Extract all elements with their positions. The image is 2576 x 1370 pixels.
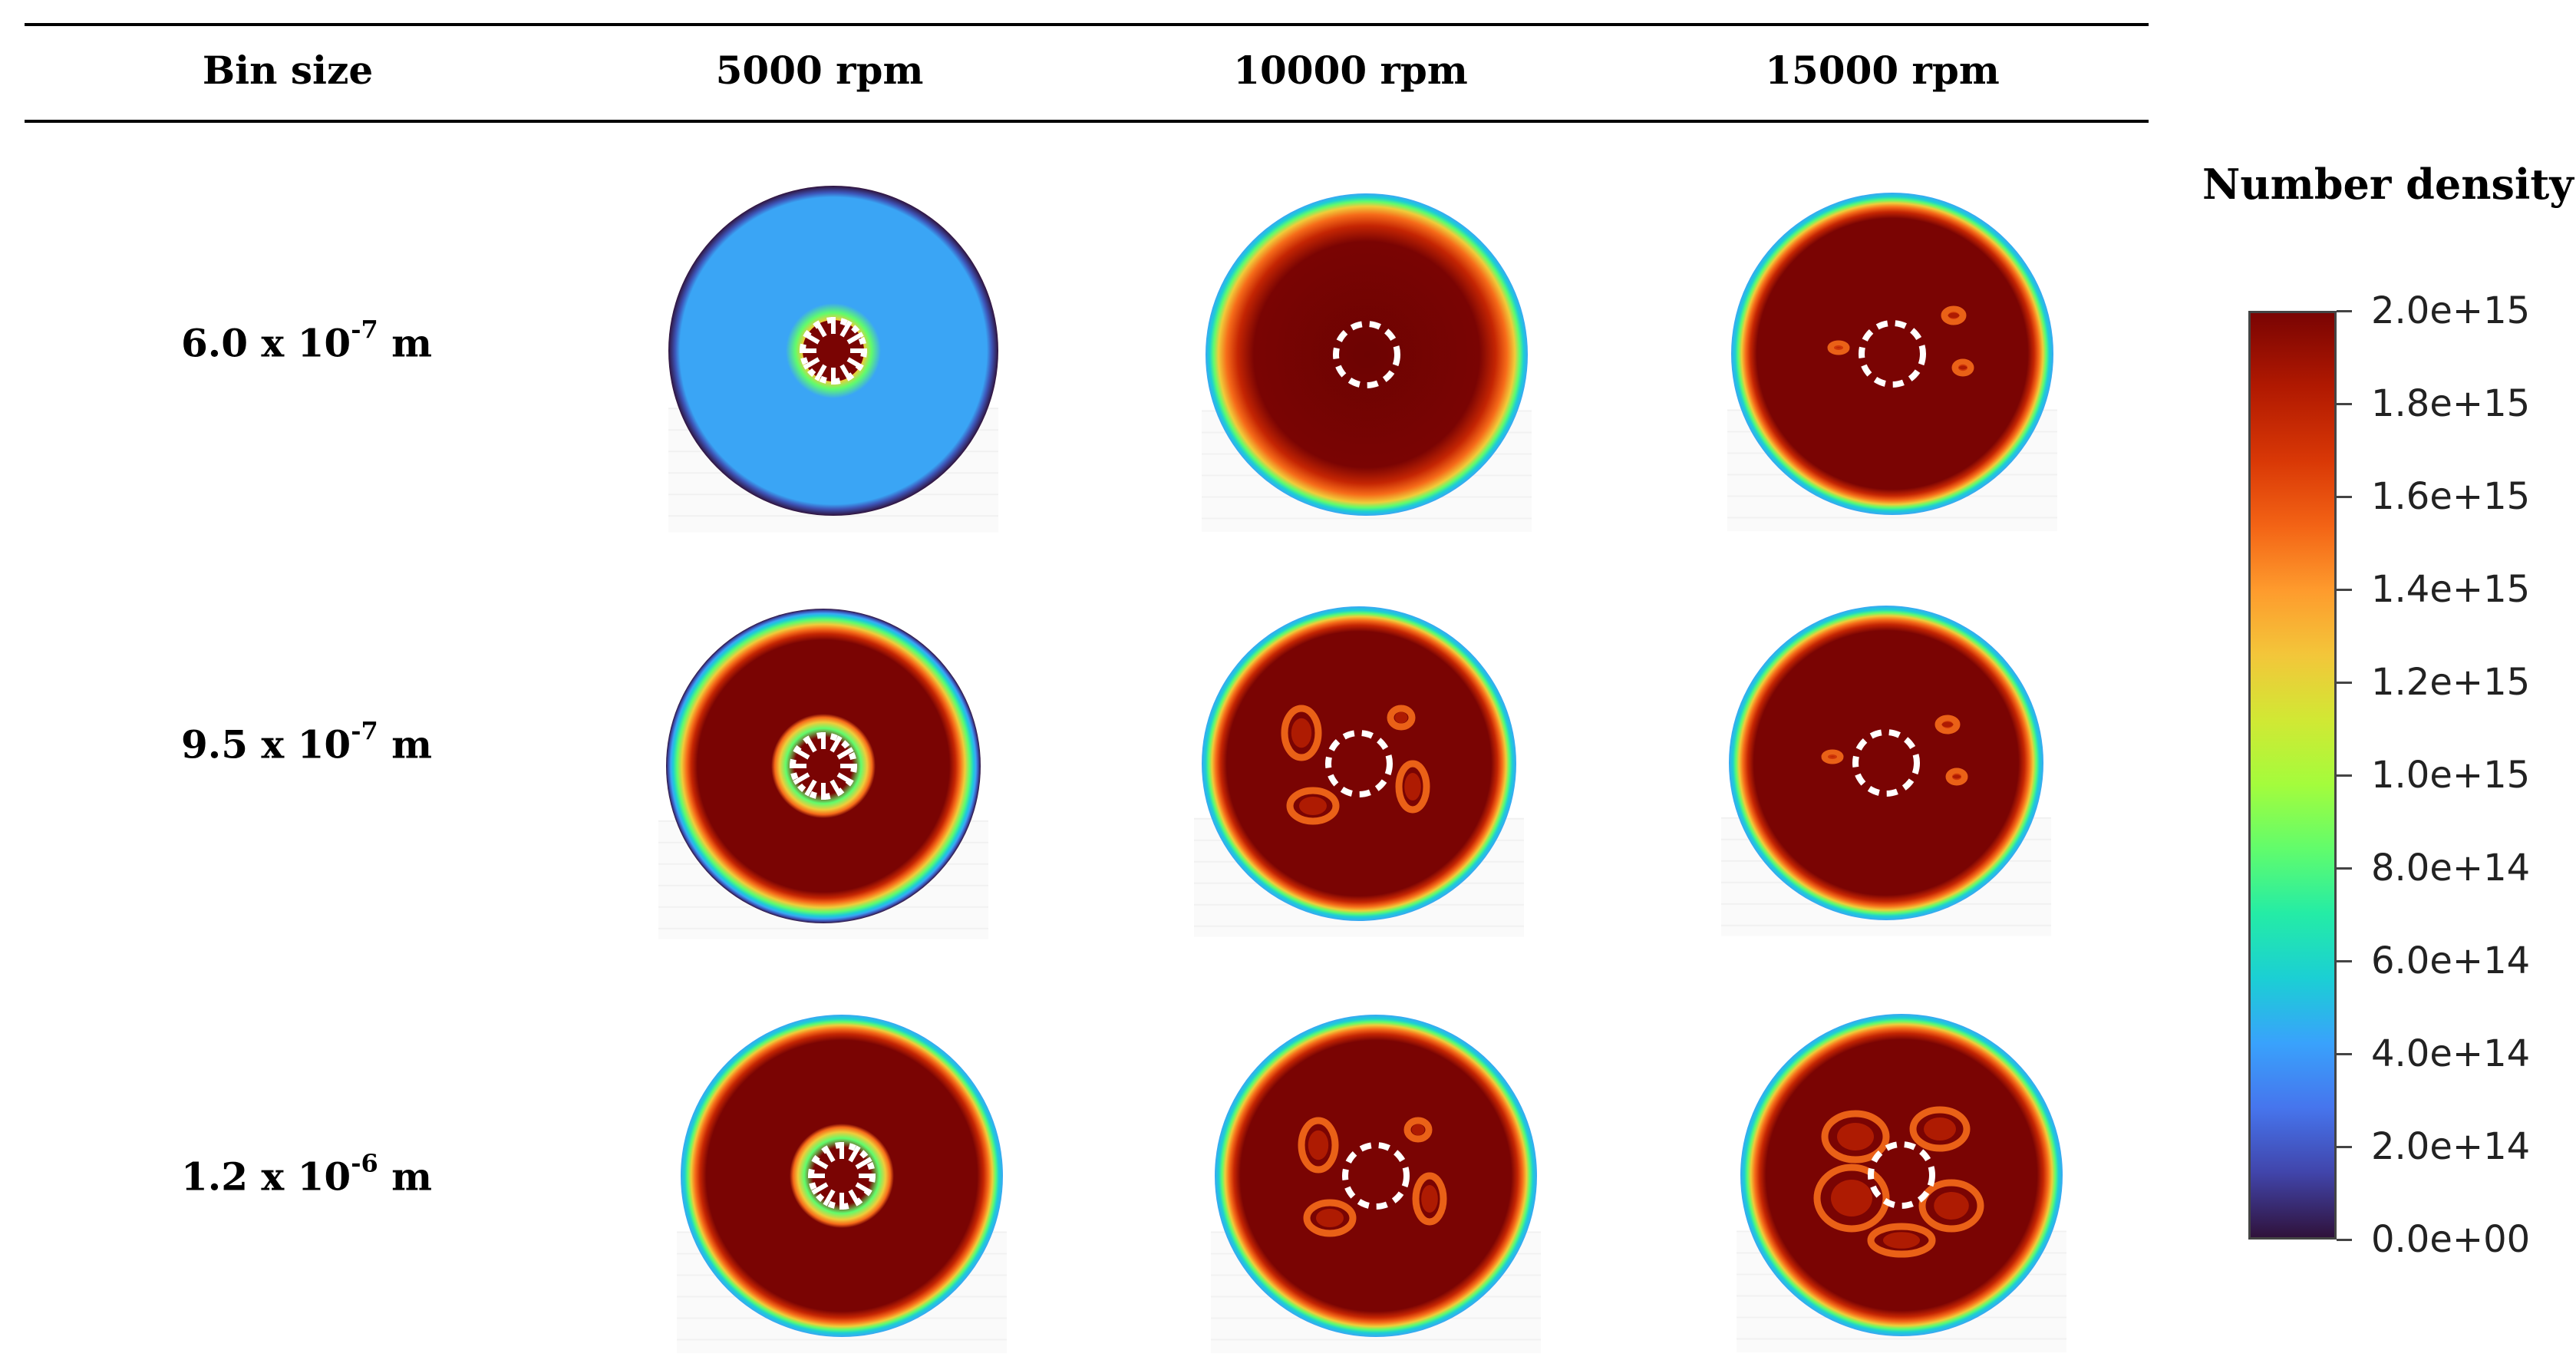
contour-10000rpm-bin-1 [1175, 163, 1558, 546]
table-top-rule [25, 23, 2149, 26]
colorbar-tick [2337, 960, 2352, 962]
contour-5000rpm-bin-1 [642, 159, 1025, 543]
contour-5000rpm-bin-3 [650, 984, 1034, 1368]
colorbar-label: 2.0e+14 [2371, 1125, 2531, 1168]
colorbar-label: 8.0e+14 [2371, 847, 2531, 890]
colorbar-tick [2337, 403, 2352, 405]
colorbar-tick [2337, 496, 2352, 498]
colorbar-tick [2337, 682, 2352, 684]
header-5000-rpm: 5000 rpm [715, 48, 924, 93]
colorbar-tick [2337, 589, 2352, 591]
colorbar-label: 1.4e+15 [2371, 568, 2531, 611]
colorbar-label: 6.0e+14 [2371, 939, 2531, 982]
colorbar-label: 1.8e+15 [2371, 382, 2531, 425]
colorbar-title: Number density [2202, 160, 2574, 209]
contour-15000rpm-bin-3 [1710, 983, 2093, 1367]
contour-10000rpm-bin-3 [1184, 984, 1568, 1368]
colorbar-label: 2.0e+15 [2371, 289, 2531, 332]
colorbar-label: 1.2e+15 [2371, 661, 2531, 704]
colorbar-label: 1.0e+15 [2371, 754, 2531, 797]
row-label-bin-3: 1.2 x 10-6 m [181, 1148, 433, 1200]
colorbar-tick [2337, 774, 2352, 777]
colorbar-tick [2337, 867, 2352, 870]
contour-10000rpm-bin-2 [1167, 572, 1551, 956]
colorbar-tick [2337, 1146, 2352, 1148]
colorbar-label: 1.6e+15 [2371, 475, 2531, 518]
colorbar-tick [2337, 1239, 2352, 1241]
colorbar-label: 0.0e+00 [2371, 1218, 2531, 1261]
header-bin-size: Bin size [202, 48, 374, 93]
colorbar-gradient [2248, 311, 2337, 1240]
colorbar-tick [2337, 1053, 2352, 1055]
table-header-rule [25, 120, 2149, 123]
header-10000-rpm: 10000 rpm [1233, 48, 1468, 93]
row-label-bin-2: 9.5 x 10-7 m [181, 716, 433, 768]
colorbar-tick [2337, 310, 2352, 312]
contour-15000rpm-bin-1 [1700, 162, 2084, 546]
header-15000-rpm: 15000 rpm [1765, 48, 2000, 93]
row-label-bin-1: 6.0 x 10-7 m [181, 315, 433, 366]
colorbar-label: 4.0e+14 [2371, 1032, 2531, 1075]
contour-15000rpm-bin-2 [1694, 571, 2078, 955]
contour-5000rpm-bin-2 [632, 574, 1015, 958]
